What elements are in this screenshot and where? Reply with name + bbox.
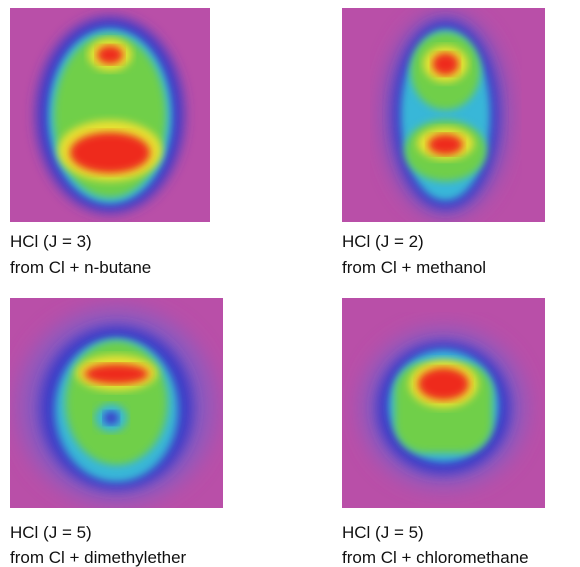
image-dimethylether: [10, 298, 223, 508]
image-chloromethane: [342, 298, 545, 508]
caption-reaction: from Cl + methanol: [342, 255, 486, 281]
caption-title: HCl (J = 3): [10, 229, 92, 255]
caption-reaction: from Cl + dimethylether: [10, 545, 186, 567]
image-methanol: [342, 8, 545, 222]
image-n-butane: [10, 8, 210, 222]
caption-title: HCl (J = 2): [342, 229, 424, 255]
caption-title: HCl (J = 5): [342, 520, 424, 546]
caption-title: HCl (J = 5): [10, 520, 92, 546]
caption-reaction: from Cl + n-butane: [10, 255, 151, 281]
figure: HCl (J = 3) from Cl + n-butane HCl (J = …: [0, 0, 580, 567]
caption-reaction: from Cl + chloromethane: [342, 545, 529, 567]
